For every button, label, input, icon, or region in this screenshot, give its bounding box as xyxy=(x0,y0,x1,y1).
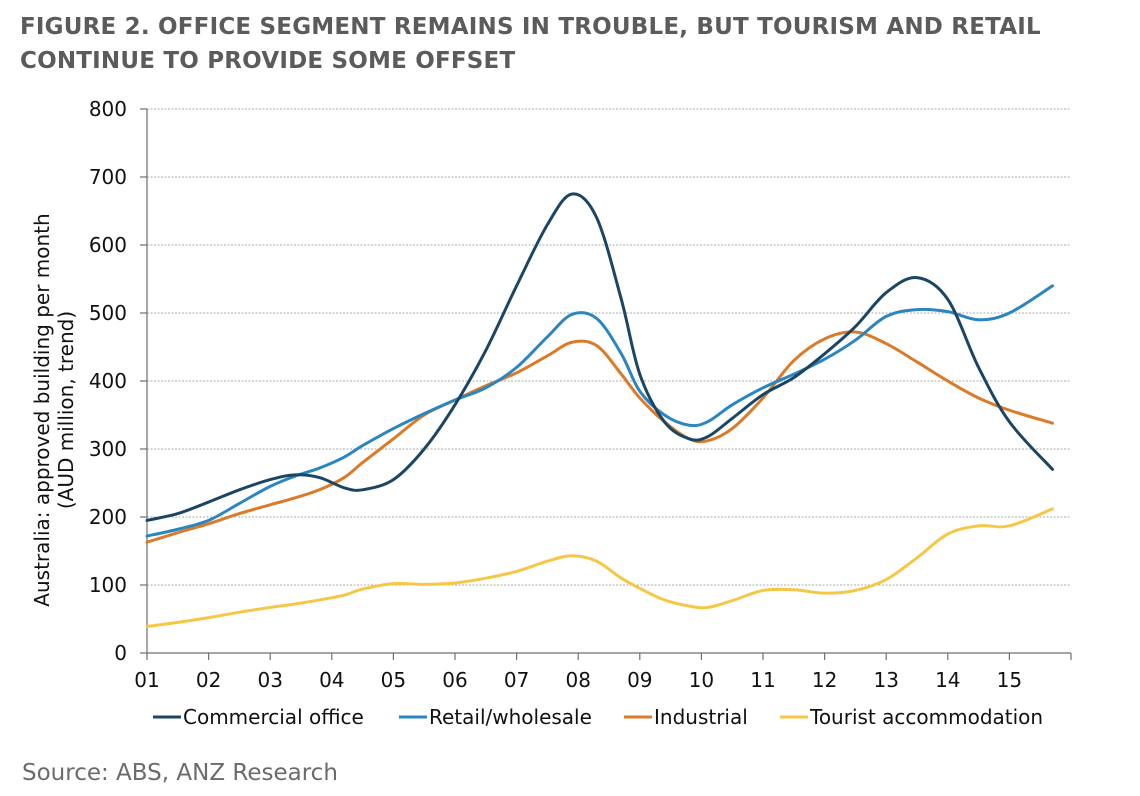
y-tick-label: 500 xyxy=(89,301,127,325)
x-tick-label: 09 xyxy=(627,668,652,692)
y-tick-label: 700 xyxy=(89,165,127,189)
x-tick-label: 10 xyxy=(689,668,714,692)
y-tick-label: 200 xyxy=(89,505,127,529)
x-tick-label: 14 xyxy=(935,668,960,692)
x-tick-label: 04 xyxy=(319,668,344,692)
x-tick-label: 11 xyxy=(750,668,775,692)
y-tick-label: 100 xyxy=(89,573,127,597)
legend-label: Tourist accommodation xyxy=(809,705,1043,729)
series-line-tourist-accommodation xyxy=(145,507,1055,628)
chart-title: FIGURE 2. OFFICE SEGMENT REMAINS IN TROU… xyxy=(20,10,1130,78)
legend-item-retail-wholesale: Retail/wholesale xyxy=(399,705,592,729)
x-tick-label: 03 xyxy=(257,668,282,692)
x-tick-label: 08 xyxy=(565,668,590,692)
x-tick-label: 02 xyxy=(196,668,221,692)
y-tick-label: 600 xyxy=(89,233,127,257)
source-note: Source: ABS, ANZ Research xyxy=(22,760,338,786)
legend-item-tourist-accommodation: Tourist accommodation xyxy=(780,705,1043,729)
y-axis-title-line-2: (AUD million, trend) xyxy=(54,311,78,509)
x-tick-label: 06 xyxy=(442,668,467,692)
x-tick-label: 12 xyxy=(812,668,837,692)
series-line-retail-wholesale xyxy=(145,284,1055,538)
y-tick-label: 0 xyxy=(114,641,127,665)
x-tick-label: 01 xyxy=(134,668,159,692)
legend-label: Commercial office xyxy=(183,705,364,729)
y-tick-label: 300 xyxy=(89,437,127,461)
legend-label: Industrial xyxy=(654,705,748,729)
x-tick-label: 07 xyxy=(504,668,529,692)
chart-title-line-1: FIGURE 2. OFFICE SEGMENT REMAINS IN TROU… xyxy=(20,14,1041,40)
legend-label: Retail/wholesale xyxy=(429,705,592,729)
series-line-commercial-office xyxy=(145,192,1055,522)
y-tick-label: 800 xyxy=(89,97,127,121)
y-tick-label: 400 xyxy=(89,369,127,393)
chart-title-line-2: CONTINUE TO PROVIDE SOME OFFSET xyxy=(20,48,516,74)
legend-item-industrial: Industrial xyxy=(624,705,748,729)
y-axis-title-line-1: Australia: approved building per month xyxy=(30,213,54,606)
x-tick-label: 13 xyxy=(873,668,898,692)
x-tick-label: 05 xyxy=(381,668,406,692)
series-line-industrial xyxy=(145,330,1055,544)
x-tick-label: 15 xyxy=(997,668,1022,692)
legend-item-commercial-office: Commercial office xyxy=(153,705,364,729)
